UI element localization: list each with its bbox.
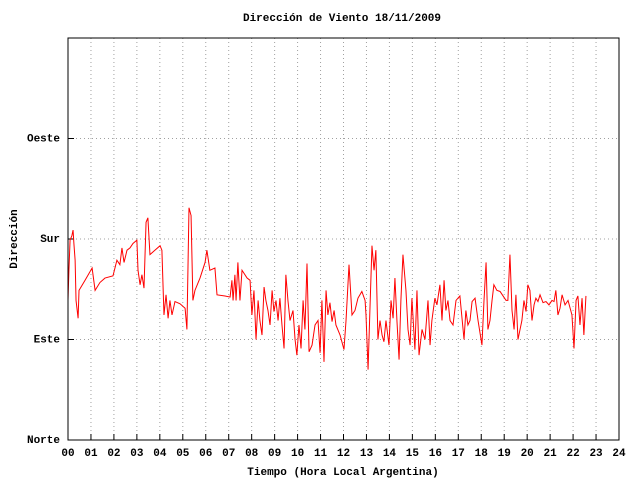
x-tick-label: 08: [245, 448, 259, 460]
x-tick-label: 17: [452, 448, 465, 460]
x-tick-label: 12: [337, 448, 350, 460]
x-tick-label: 19: [498, 448, 511, 460]
x-tick-label: 14: [383, 448, 397, 460]
x-tick-label: 04: [153, 448, 167, 460]
x-tick-label: 22: [566, 448, 579, 460]
x-tick-label: 10: [291, 448, 304, 460]
y-tick-label: Sur: [40, 234, 60, 246]
x-tick-label: 00: [61, 448, 74, 460]
y-tick-label: Norte: [27, 435, 60, 447]
data-line: [67, 207, 587, 370]
x-tick-label: 02: [107, 448, 120, 460]
x-axis-label: Tiempo (Hora Local Argentina): [247, 467, 438, 479]
x-tick-label: 16: [429, 448, 442, 460]
x-tick-label: 23: [589, 448, 603, 460]
x-tick-label: 03: [130, 448, 144, 460]
x-tick-label: 05: [176, 448, 190, 460]
y-tick-label: Este: [34, 334, 61, 346]
y-axis-label: Dirección: [9, 209, 21, 268]
chart-title: Dirección de Viento 18/11/2009: [243, 13, 441, 25]
x-tick-label: 24: [612, 448, 626, 460]
x-tick-label: 06: [199, 448, 212, 460]
y-tick-label: Oeste: [27, 133, 60, 145]
x-tick-label: 07: [222, 448, 235, 460]
x-tick-label: 21: [544, 448, 558, 460]
x-tick-label: 11: [314, 448, 328, 460]
x-tick-label: 01: [84, 448, 98, 460]
plot-border: [67, 37, 620, 441]
x-tick-label: 09: [268, 448, 281, 460]
x-tick-label: 15: [406, 448, 420, 460]
x-tick-label: 20: [521, 448, 534, 460]
x-tick-label: 18: [475, 448, 489, 460]
x-tick-label: 13: [360, 448, 374, 460]
